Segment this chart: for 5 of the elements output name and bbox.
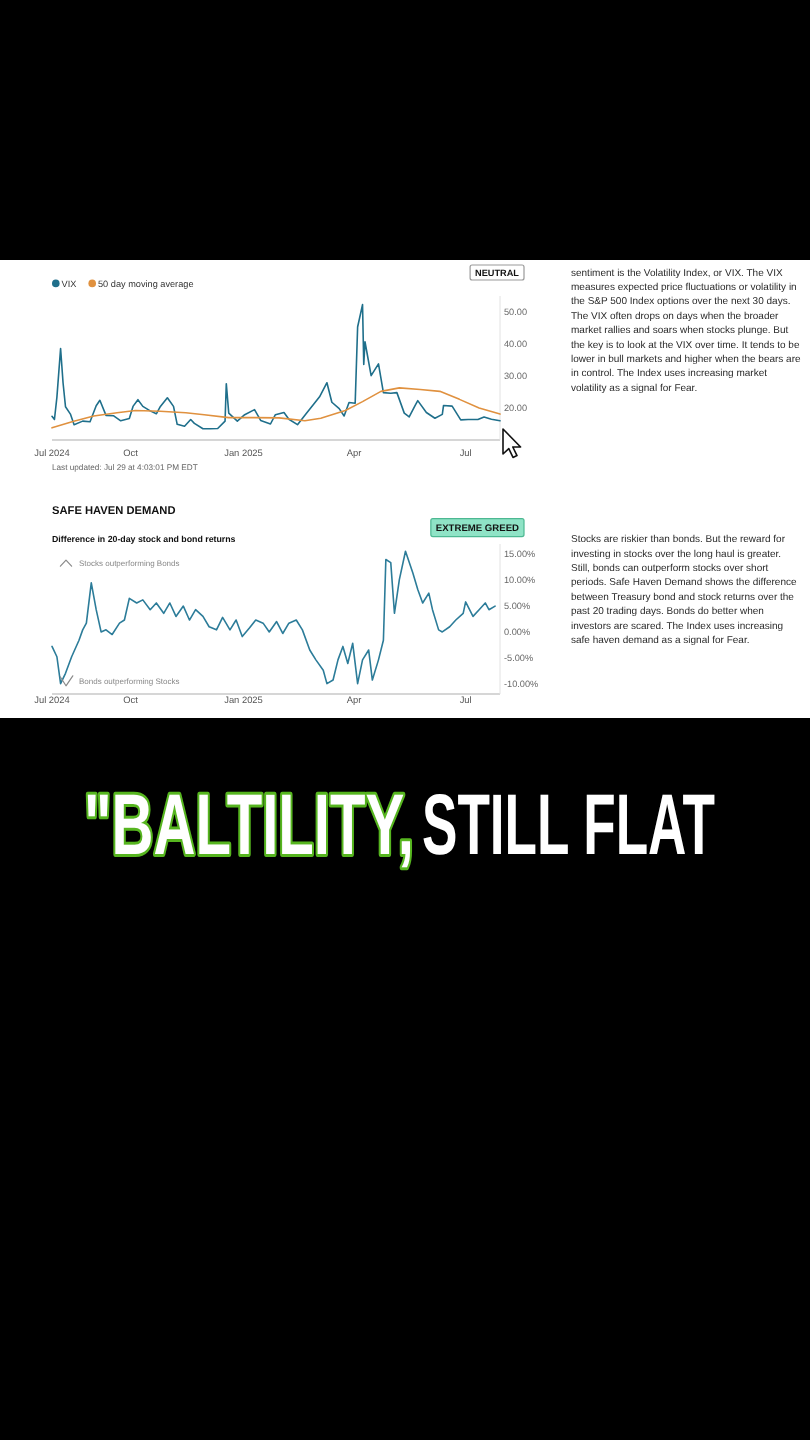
line-series <box>51 387 501 429</box>
line-series <box>51 550 496 685</box>
text: STILL FLAT <box>422 776 716 874</box>
line-series <box>51 303 501 430</box>
text: "BALTILITY, <box>84 776 414 873</box>
